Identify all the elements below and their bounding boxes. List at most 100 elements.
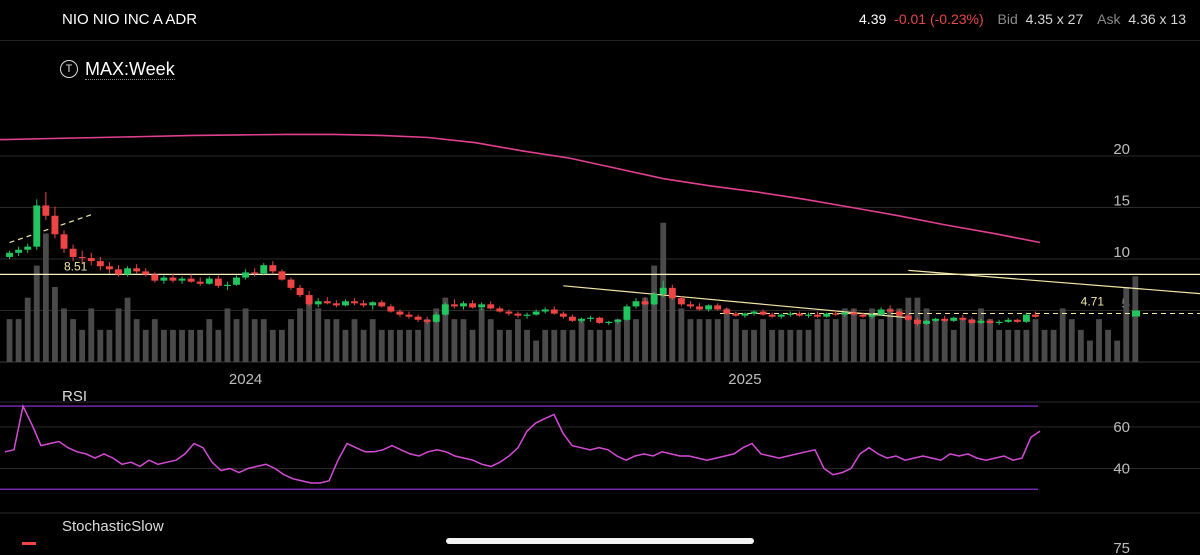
volume-bar: [578, 319, 585, 362]
time-axis-label: 2024: [229, 371, 262, 388]
home-indicator[interactable]: [446, 538, 754, 544]
candle: [823, 313, 831, 317]
volume-bar: [133, 319, 140, 362]
rsi-axis-label: 40: [1113, 460, 1130, 477]
candle: [568, 316, 576, 321]
candle: [387, 306, 395, 312]
volume-bar: [188, 329, 195, 362]
volume-bar: [996, 329, 1003, 362]
candle: [414, 316, 422, 320]
candle: [659, 287, 667, 295]
volume-bar: [315, 308, 322, 362]
candle: [596, 317, 604, 323]
volume-bar: [932, 319, 939, 362]
volume-bar: [1114, 340, 1121, 362]
trendline-2024: [563, 285, 909, 319]
candle: [541, 309, 549, 312]
volume-bar: [6, 319, 13, 362]
volume-bar: [687, 319, 694, 362]
candle: [87, 257, 95, 262]
volume-bar: [415, 329, 421, 362]
candle: [51, 215, 59, 235]
volume-bar: [887, 308, 894, 362]
volume-bar: [1014, 329, 1021, 362]
timeframe-icon: T: [60, 60, 78, 78]
symbol-title[interactable]: NIO NIO INC A ADR: [62, 11, 198, 28]
candle: [441, 304, 449, 315]
candle: [705, 305, 713, 310]
volume-bar: [115, 308, 122, 362]
candle: [60, 234, 68, 249]
volume-bar: [469, 329, 476, 362]
volume-bar: [1096, 319, 1102, 362]
volume-bar: [1105, 329, 1111, 362]
volume-bar: [896, 308, 903, 362]
volume-bar: [424, 319, 431, 362]
candle: [460, 303, 467, 307]
candle: [750, 311, 758, 314]
candle: [233, 277, 240, 285]
volume-bar: [206, 319, 213, 362]
candle: [187, 278, 195, 282]
volume-bar: [878, 319, 885, 362]
volume-bar: [669, 297, 676, 362]
volume-bar: [633, 319, 639, 362]
volume-bar: [1023, 329, 1030, 362]
candle: [614, 319, 622, 322]
candle: [814, 314, 822, 317]
candle: [196, 281, 204, 284]
candle: [378, 302, 386, 307]
volume-bar: [306, 297, 313, 362]
ask-value: 4.36 x 13: [1128, 11, 1186, 27]
candle: [142, 271, 150, 275]
volume-bar: [505, 329, 512, 362]
volume-bar: [950, 329, 957, 362]
candle: [886, 309, 894, 312]
timeframe-selector[interactable]: T MAX:Week: [60, 57, 175, 81]
candle: [741, 313, 749, 316]
volume-bar: [742, 329, 748, 362]
candle: [995, 321, 1003, 324]
candle: [151, 274, 159, 281]
timeframe-label[interactable]: MAX:Week: [85, 58, 175, 80]
current-price-marker: [1132, 310, 1140, 317]
volume-bar: [269, 329, 276, 362]
last-price: 4.39: [859, 11, 887, 27]
candle: [532, 311, 540, 315]
candle: [795, 313, 803, 316]
candle: [923, 320, 930, 324]
volume-bar: [142, 329, 149, 362]
candle: [396, 311, 404, 315]
candle: [342, 301, 349, 306]
volume-bar: [778, 329, 785, 362]
candle: [496, 308, 504, 312]
volume-bar: [850, 308, 857, 362]
candle: [605, 321, 613, 324]
candle: [124, 268, 132, 275]
volume-bar: [524, 329, 530, 362]
volume-bar: [1005, 329, 1012, 362]
volume-bar: [288, 319, 294, 362]
volume-bar: [814, 319, 821, 362]
candle: [650, 294, 658, 305]
candle: [432, 314, 440, 322]
candle: [15, 249, 23, 253]
volume-bar: [860, 319, 866, 362]
candle: [895, 311, 903, 316]
candle: [759, 311, 767, 315]
volume-bar: [905, 297, 912, 362]
candle: [641, 301, 649, 305]
candle: [723, 309, 731, 314]
volume-bar: [333, 319, 340, 362]
rsi-label: RSI: [62, 388, 88, 405]
candle: [632, 301, 640, 307]
volume-bar: [978, 308, 984, 362]
candle: [323, 301, 331, 304]
volume-bar: [170, 329, 176, 362]
candle: [777, 314, 785, 317]
volume-bar: [624, 308, 630, 362]
candle: [986, 320, 994, 323]
candle: [786, 313, 794, 315]
candle: [78, 256, 86, 259]
